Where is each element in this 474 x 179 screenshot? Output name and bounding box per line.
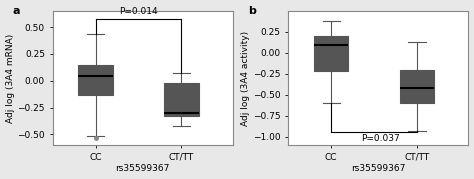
Text: a: a [13,6,20,16]
X-axis label: rs35599367: rs35599367 [116,165,170,173]
X-axis label: rs35599367: rs35599367 [351,165,406,173]
Y-axis label: Adj log (3A4 mRNA): Adj log (3A4 mRNA) [6,33,15,123]
PathPatch shape [400,70,434,103]
PathPatch shape [78,65,113,95]
Text: P=0.014: P=0.014 [119,7,158,16]
PathPatch shape [314,36,348,71]
Text: b: b [248,6,256,16]
PathPatch shape [164,83,199,116]
Text: P=0.037: P=0.037 [361,134,400,143]
Y-axis label: Adj log (3A4 activity): Adj log (3A4 activity) [241,30,250,126]
